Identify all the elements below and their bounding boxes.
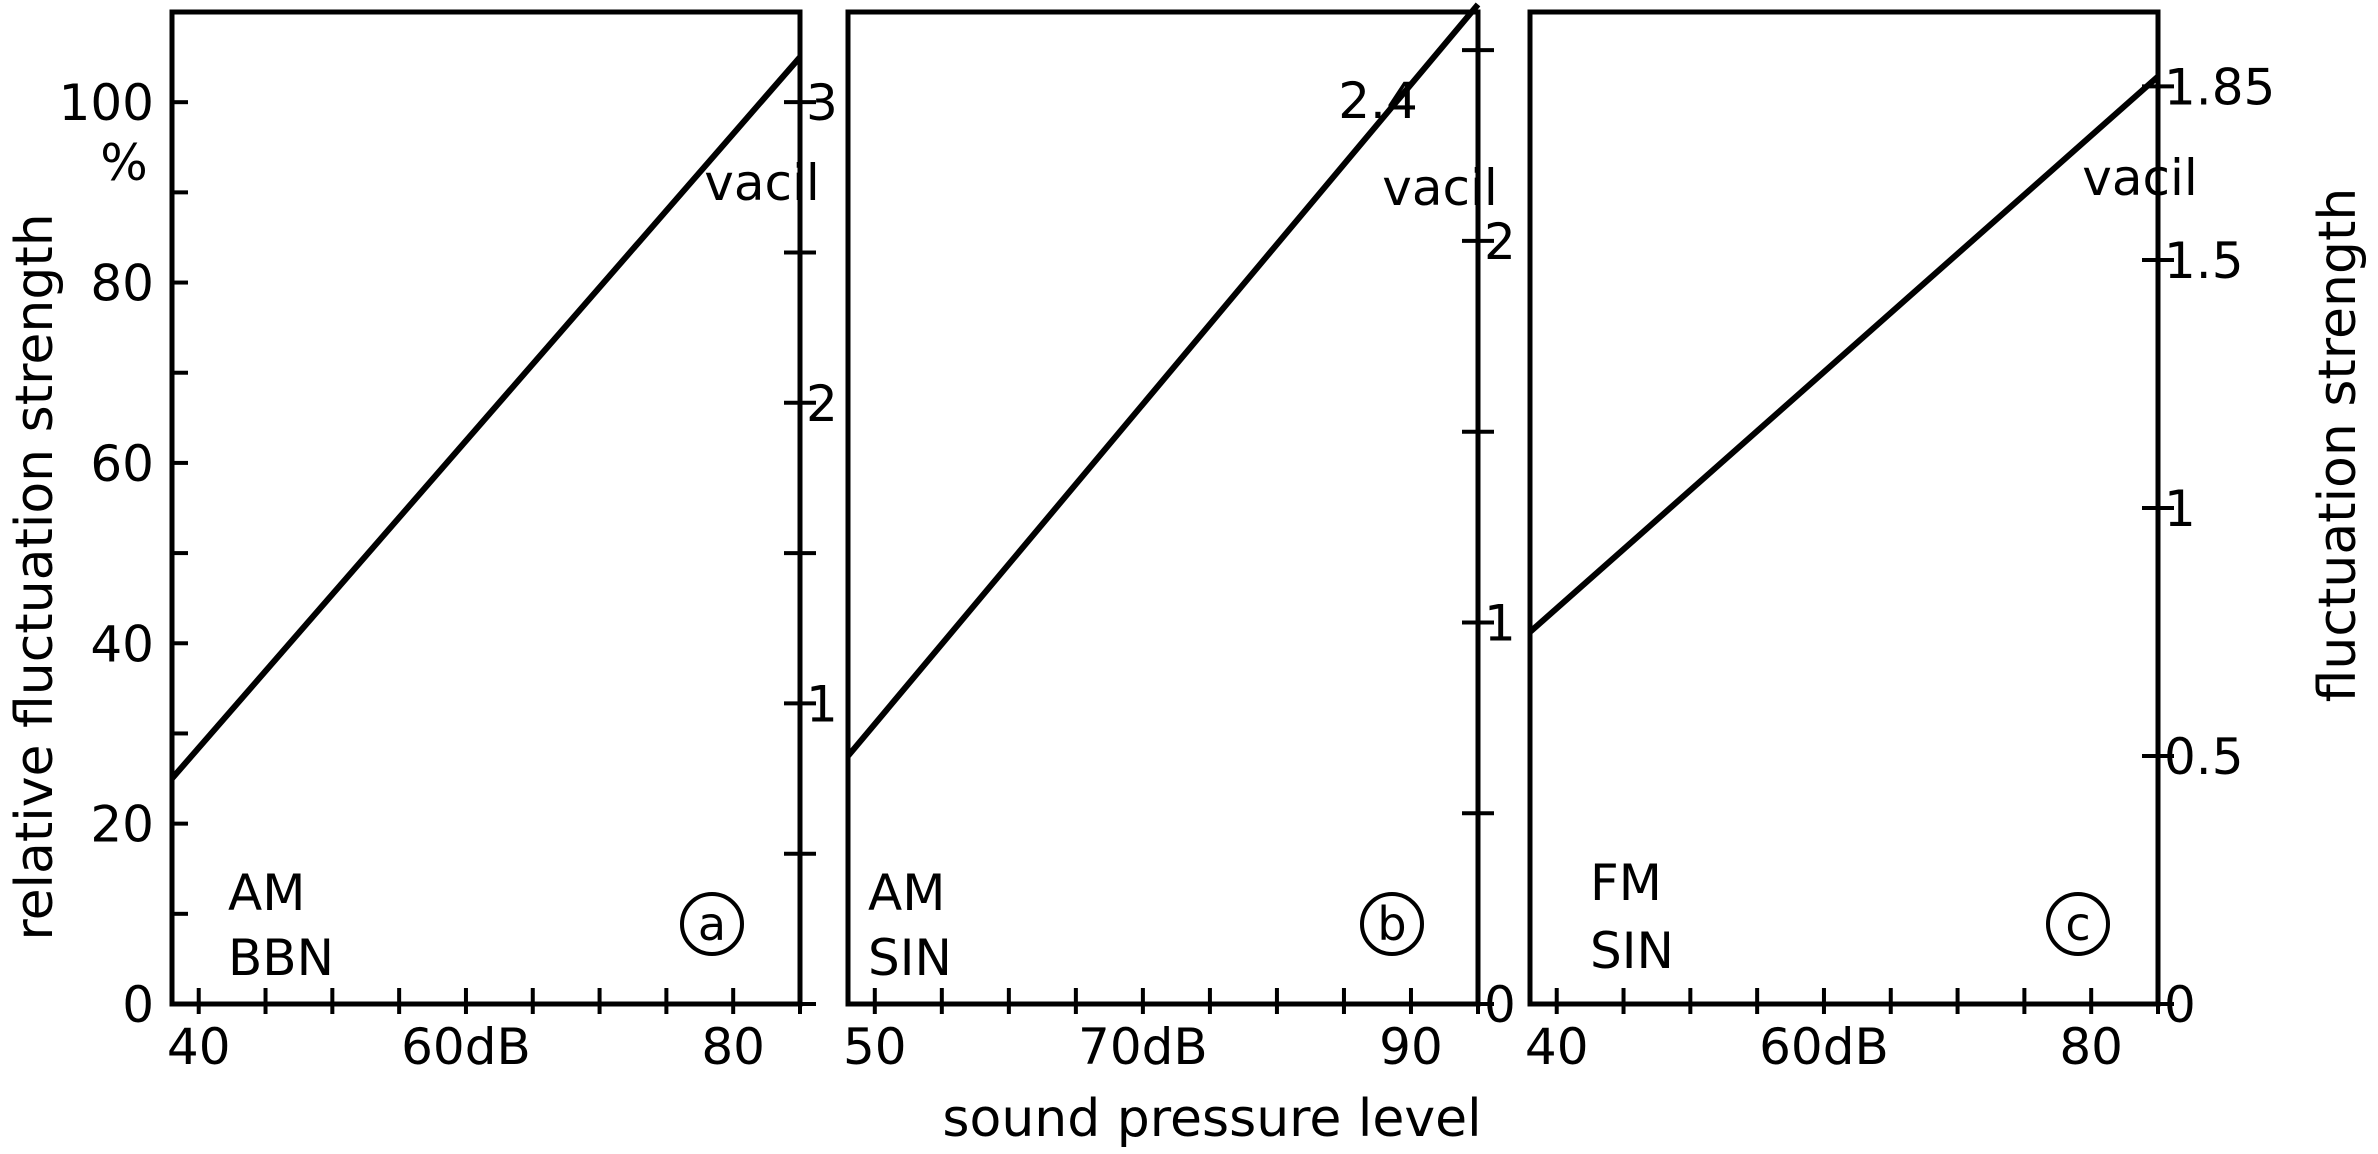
y-left-tick-label: 80	[90, 255, 154, 313]
panel-c: 40 60dB 80 0 0.5 1 1.5 1.85 vacil FM SIN c	[1525, 9, 2275, 1076]
x-tick-label: 90	[1379, 1018, 1443, 1076]
y-axis-label-right: fluctuation strength	[2308, 188, 2368, 703]
y-right-tick-label: 0	[1484, 976, 1516, 1034]
series-line	[845, 2, 1481, 758]
panel-label-circle	[680, 892, 744, 956]
y-right-tick-label: 1	[806, 675, 838, 733]
annotation-label: 2.4	[1338, 72, 1418, 130]
y-left-tick-label: 0	[122, 976, 154, 1034]
y-right-tick-label: 2	[806, 375, 838, 433]
x-axis-label: sound pressure level	[942, 1089, 1481, 1149]
x-tick-label: 80	[2059, 1018, 2123, 1076]
x-tick-label: 70dB	[1078, 1018, 1208, 1076]
stimulus-label-1: FM	[1590, 854, 1662, 912]
y-right-unit: vacil	[1382, 159, 1498, 217]
y-right-tick-label: 0	[2164, 976, 2196, 1034]
y-right-tick-label: 3	[806, 74, 838, 132]
x-tick-label: 40	[167, 1018, 231, 1076]
y-left-tick-label: 20	[90, 796, 154, 854]
x-tick-label: 40	[1525, 1018, 1589, 1076]
series-line	[169, 55, 803, 781]
y-axis-label-left: relative fluctuation strength	[5, 213, 65, 940]
y-right-tick-label: 1.85	[2164, 58, 2275, 116]
x-tick-label: 60dB	[401, 1018, 531, 1076]
panel-label: c	[2065, 897, 2090, 951]
x-tick-label: 50	[843, 1018, 907, 1076]
y-left-tick-label: 60	[90, 435, 154, 493]
x-tick-label: 60dB	[1759, 1018, 1889, 1076]
panel-label-circle	[2046, 892, 2110, 956]
y-right-unit: vacil	[2082, 149, 2198, 207]
series-line	[1528, 74, 2160, 635]
plot-frame	[845, 9, 1481, 1007]
y-right-tick-label: 0.5	[2164, 728, 2244, 786]
stimulus-label-1: AM	[228, 864, 305, 922]
plot-frame	[169, 9, 803, 1007]
panel-a: 40 60dB 80 0 20 40 60 80 100% 1 2 3 vacil AM BBN a	[59, 9, 838, 1076]
y-right-tick-label: 1	[1484, 594, 1516, 652]
y-left-tick-label: 100	[59, 74, 154, 132]
y-left-tick-label: 40	[90, 615, 154, 673]
y-right-unit: vacil	[704, 154, 820, 212]
panel-label: b	[1377, 897, 1406, 951]
stimulus-label-1: AM	[868, 864, 945, 922]
panel-label-circle	[1360, 892, 1424, 956]
panel-label: a	[698, 897, 726, 951]
stimulus-label-2: BBN	[228, 929, 334, 987]
x-tick-label: 80	[701, 1018, 765, 1076]
y-right-tick-label: 1	[2164, 480, 2196, 538]
y-right-tick-label: 1.5	[2164, 232, 2244, 290]
y-left-unit: %	[100, 134, 148, 192]
stimulus-label-2: SIN	[868, 929, 952, 987]
y-right-tick-label: 2	[1484, 213, 1516, 271]
stimulus-label-2: SIN	[1590, 922, 1674, 980]
